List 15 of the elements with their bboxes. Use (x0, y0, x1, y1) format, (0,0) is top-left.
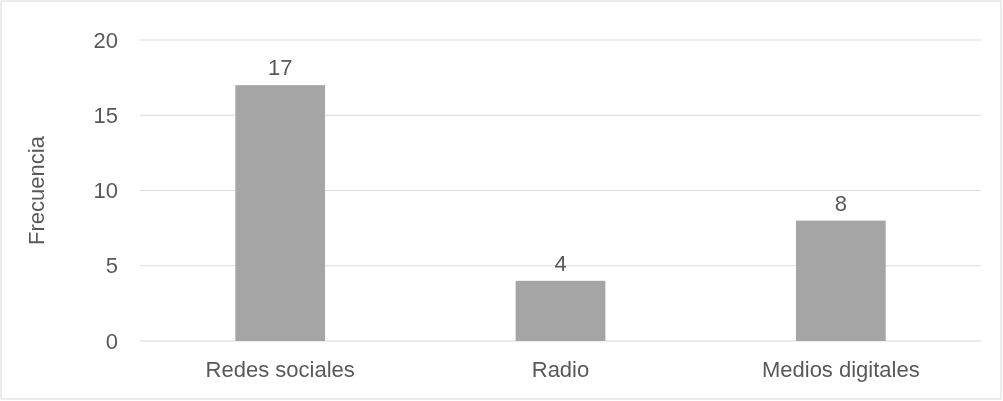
data-label: 17 (267, 55, 293, 81)
bar (515, 280, 606, 341)
y-tick-label: 5 (105, 253, 118, 279)
data-label: 8 (834, 190, 847, 216)
y-tick-label: 10 (93, 178, 118, 204)
x-tick-label: Medios digitales (761, 357, 920, 382)
x-tick-label: Radio (531, 357, 590, 382)
bar (795, 220, 886, 341)
y-tick-label: 15 (93, 102, 118, 128)
y-axis-title: Frecuencia (24, 135, 49, 245)
y-tick-label: 20 (93, 27, 118, 53)
x-tick-label: Redes sociales (205, 357, 355, 382)
bar (235, 85, 326, 341)
y-tick-label: 0 (105, 328, 118, 354)
data-label: 4 (554, 250, 567, 276)
